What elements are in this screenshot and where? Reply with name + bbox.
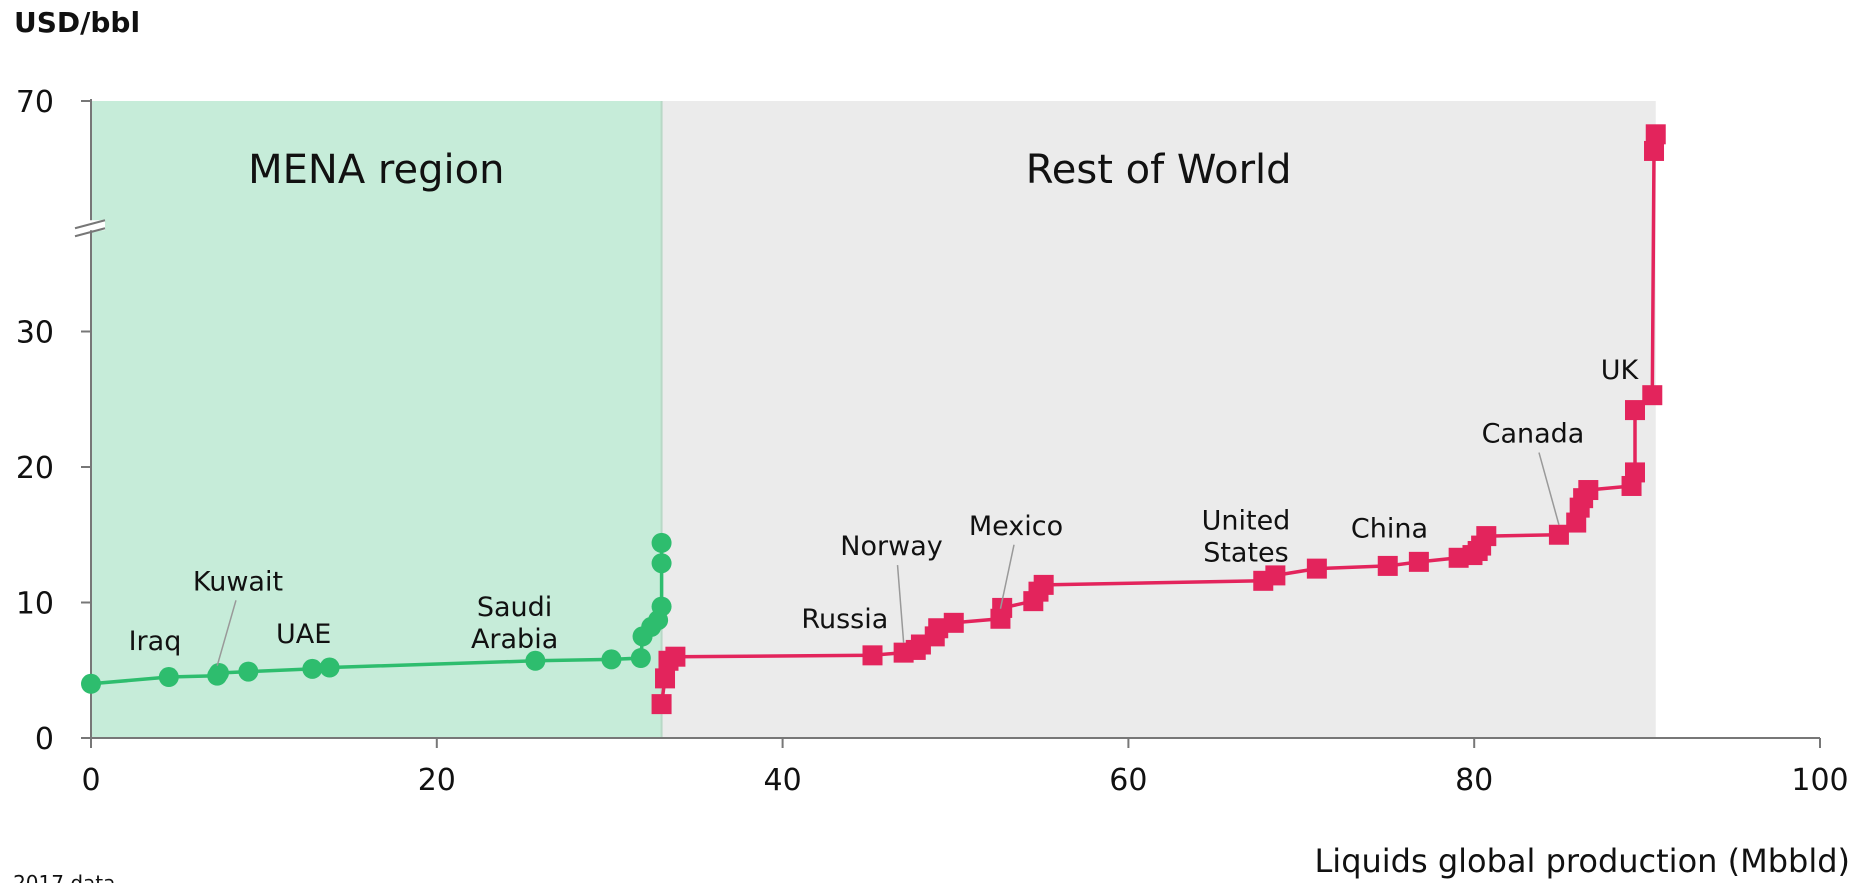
y-tick-label: 70 xyxy=(16,85,54,120)
data-point xyxy=(630,648,651,669)
data-point xyxy=(928,618,949,639)
x-tick-label: 80 xyxy=(1455,763,1493,798)
country-label: UK xyxy=(1601,355,1640,386)
y-tick-label: 20 xyxy=(16,451,54,486)
data-point xyxy=(81,673,101,694)
data-point xyxy=(238,661,259,682)
label-pointer xyxy=(896,565,905,643)
axis-break-mark xyxy=(74,219,106,230)
y-tick-label: 10 xyxy=(16,587,54,622)
country-label: Canada xyxy=(1482,419,1585,450)
country-label: United xyxy=(1202,505,1291,536)
region-label: MENA region xyxy=(248,147,504,193)
data-point xyxy=(862,645,883,666)
data-point xyxy=(1476,526,1497,547)
data-point xyxy=(1306,558,1327,579)
data-point xyxy=(302,658,323,679)
region-band xyxy=(661,101,1656,738)
y-tick-label: 0 xyxy=(35,722,54,757)
axis-break-gap xyxy=(77,220,105,231)
data-point xyxy=(1377,555,1398,576)
label-pointer xyxy=(1538,452,1560,525)
data-point xyxy=(1645,124,1666,145)
chart-series xyxy=(81,124,1666,715)
data-point xyxy=(208,662,229,683)
data-point xyxy=(655,668,676,689)
data-point xyxy=(1408,551,1429,572)
data-point xyxy=(651,532,672,553)
x-tick-label: 40 xyxy=(764,763,802,798)
region-label: Rest of World xyxy=(1026,147,1292,193)
data-point xyxy=(1265,565,1286,586)
data-point xyxy=(1624,400,1645,421)
data-point xyxy=(319,657,340,678)
x-tick-label: 60 xyxy=(1109,763,1147,798)
data-point xyxy=(601,649,622,670)
data-point xyxy=(651,553,672,574)
data-point xyxy=(943,612,964,633)
x-tick-label: 20 xyxy=(418,763,456,798)
data-point xyxy=(1578,480,1599,501)
data-point xyxy=(992,597,1013,618)
source-note: ...2017 data xyxy=(0,871,115,883)
data-point xyxy=(158,667,179,688)
data-point xyxy=(1624,462,1645,483)
country-label: Kuwait xyxy=(193,566,283,597)
country-label: Mexico xyxy=(969,511,1063,542)
data-point xyxy=(651,694,672,715)
country-label: Arabia xyxy=(471,624,558,655)
label-pointer xyxy=(999,544,1015,609)
y-axis-title: USD/bbl xyxy=(14,6,140,39)
x-tick-label: 0 xyxy=(81,763,100,798)
country-label: China xyxy=(1351,513,1428,544)
country-label: Norway xyxy=(840,531,942,562)
y-tick-label: 30 xyxy=(16,316,54,351)
region-band xyxy=(91,101,662,738)
data-point xyxy=(651,596,672,617)
x-tick-label: 100 xyxy=(1791,763,1848,798)
data-point xyxy=(1644,140,1665,161)
label-pointer xyxy=(216,600,237,666)
country-label: Iraq xyxy=(129,626,182,657)
country-label: Saudi xyxy=(477,592,552,623)
data-point xyxy=(1548,524,1569,545)
axis-break-mark xyxy=(74,227,106,238)
country-label: UAE xyxy=(276,619,331,650)
chart-regions: MENA region Rest of World xyxy=(91,101,1656,738)
chart-axes: 0 20 40 60 80 100 0 10 20 30 70 xyxy=(16,85,1849,798)
data-point xyxy=(1033,574,1054,595)
data-point xyxy=(525,650,546,671)
country-label: States xyxy=(1203,537,1289,568)
country-label: Russia xyxy=(801,604,888,635)
x-axis-title: Liquids global production (Mbbld) xyxy=(1314,842,1850,880)
data-point xyxy=(665,646,686,667)
data-point xyxy=(1642,385,1663,406)
